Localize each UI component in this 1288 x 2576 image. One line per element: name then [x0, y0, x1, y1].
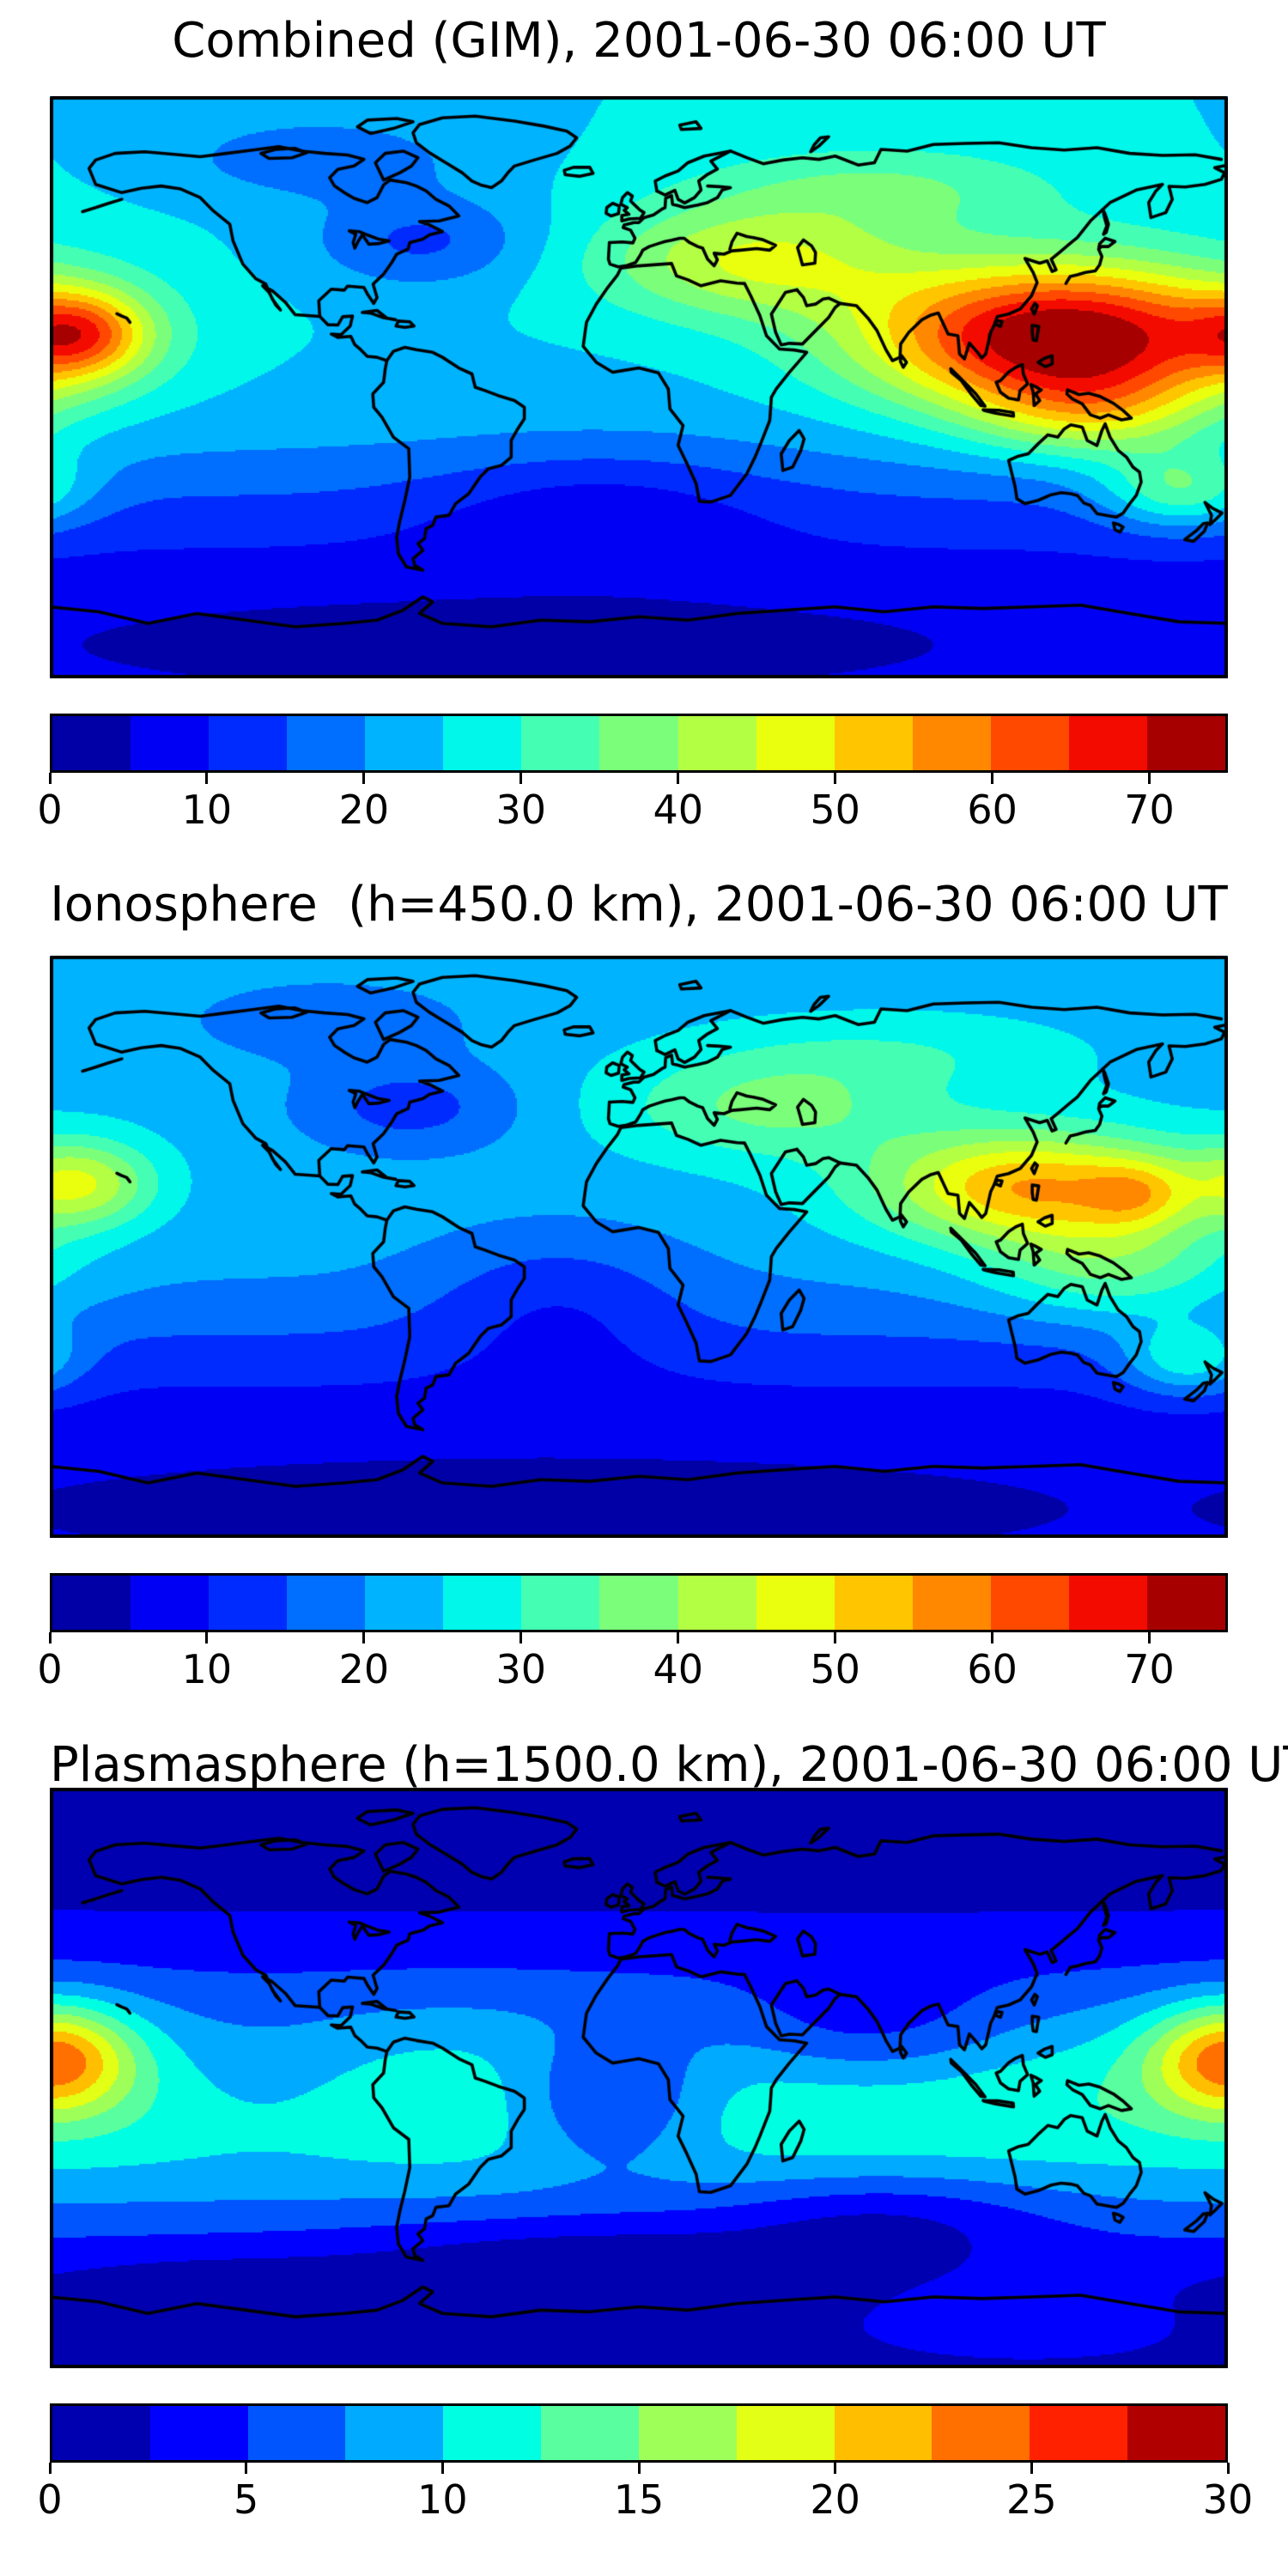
colorbar-segment: [287, 716, 366, 770]
colorbar-segment: [756, 1576, 835, 1630]
colorbar-segment: [1146, 1576, 1225, 1630]
colorbar-segment: [834, 716, 913, 770]
colorbar-tick: [991, 1632, 994, 1643]
colorbar-tick-label: 0: [37, 1646, 63, 1692]
colorbar-tick-label: 10: [181, 1646, 233, 1692]
colorbar-segment: [599, 1576, 678, 1630]
colorbar-segment: [990, 716, 1069, 770]
colorbar-segment: [247, 2406, 346, 2460]
colorbar-tick: [1148, 773, 1151, 784]
panel2-colorbar: [50, 1573, 1228, 1632]
colorbar-segment: [677, 716, 756, 770]
colorbar-tick: [48, 2463, 52, 2474]
colorbar-segment: [443, 1576, 522, 1630]
colorbar-tick: [637, 2463, 641, 2474]
colorbar-tick: [440, 2463, 444, 2474]
colorbar-tick: [1226, 2463, 1230, 2474]
colorbar-tick-label: 60: [967, 1646, 1018, 1692]
colorbar-segment: [756, 716, 835, 770]
colorbar-tick: [519, 1632, 523, 1643]
colorbar-segment: [209, 1576, 288, 1630]
colorbar-tick-label: 30: [495, 1646, 547, 1692]
colorbar-tick: [48, 1632, 52, 1643]
colorbar-tick-label: 20: [338, 787, 390, 833]
colorbar-segment: [677, 1576, 756, 1630]
colorbar-tick-label: 50: [810, 1646, 860, 1692]
colorbar-segment: [834, 1576, 913, 1630]
colorbar-tick: [519, 773, 523, 784]
colorbar-segment: [365, 1576, 444, 1630]
colorbar-tick-label: 20: [810, 2476, 860, 2523]
colorbar-tick-label: 5: [234, 2476, 259, 2523]
colorbar-tick-label: 60: [967, 787, 1018, 833]
colorbar-tick: [48, 773, 52, 784]
colorbar-segment: [131, 716, 210, 770]
colorbar-segment: [149, 2406, 248, 2460]
colorbar-tick-label: 10: [417, 2476, 468, 2523]
colorbar-segment: [1127, 2406, 1225, 2460]
colorbar-tick: [834, 2463, 837, 2474]
colorbar-segment: [599, 716, 678, 770]
colorbar-segment: [345, 2406, 444, 2460]
colorbar-segment: [990, 1576, 1069, 1630]
colorbar-tick-label: 15: [613, 2476, 665, 2523]
panel2-title: Ionosphere (h=450.0 km), 2001-06-30 06:0…: [50, 877, 1228, 933]
colorbar-tick: [834, 1632, 837, 1643]
colorbar-tick-label: 10: [181, 787, 233, 833]
panel2-map-canvas: [50, 956, 1228, 1538]
colorbar-segment: [932, 2406, 1030, 2460]
colorbar-segment: [834, 2406, 933, 2460]
colorbar-segment: [443, 2406, 542, 2460]
colorbar-tick: [362, 1632, 366, 1643]
colorbar-segment: [541, 2406, 639, 2460]
colorbar-tick-label: 70: [1124, 787, 1175, 833]
colorbar-segment: [521, 716, 600, 770]
panel3-colorbar: [50, 2403, 1228, 2463]
colorbar-tick-label: 0: [37, 2476, 63, 2523]
colorbar-tick: [245, 2463, 248, 2474]
colorbar-tick: [1030, 2463, 1033, 2474]
colorbar-tick: [834, 773, 837, 784]
colorbar-segment: [209, 716, 288, 770]
panel1-map-canvas: [50, 96, 1228, 678]
colorbar-tick: [677, 1632, 680, 1643]
colorbar-segment: [1068, 1576, 1147, 1630]
colorbar-tick-label: 30: [1202, 2476, 1254, 2523]
colorbar-tick-label: 30: [495, 787, 547, 833]
colorbar-segment: [1068, 716, 1147, 770]
colorbar-tick-label: 40: [653, 1646, 703, 1692]
colorbar-segment: [443, 716, 522, 770]
colorbar-segment: [1030, 2406, 1128, 2460]
colorbar-segment: [52, 2406, 150, 2460]
colorbar-tick: [677, 773, 680, 784]
panel1-colorbar: [50, 714, 1228, 773]
colorbar-tick-label: 40: [653, 787, 703, 833]
colorbar-segment: [736, 2406, 835, 2460]
colorbar-segment: [287, 1576, 366, 1630]
colorbar-tick-label: 25: [1006, 2476, 1057, 2523]
colorbar-tick-label: 50: [810, 787, 860, 833]
colorbar-tick: [1148, 1632, 1151, 1643]
colorbar-segment: [52, 1576, 131, 1630]
colorbar-segment: [638, 2406, 737, 2460]
panel3-title: Plasmasphere (h=1500.0 km), 2001-06-30 0…: [50, 1737, 1288, 1793]
colorbar-tick-label: 0: [37, 787, 63, 833]
colorbar-segment: [912, 716, 991, 770]
colorbar-segment: [131, 1576, 210, 1630]
colorbar-tick: [362, 773, 366, 784]
colorbar-tick: [205, 773, 209, 784]
colorbar-tick: [205, 1632, 209, 1643]
colorbar-segment: [365, 716, 444, 770]
colorbar-tick-label: 20: [338, 1646, 390, 1692]
colorbar-segment: [912, 1576, 991, 1630]
colorbar-tick-label: 70: [1124, 1646, 1175, 1692]
colorbar-segment: [1146, 716, 1225, 770]
colorbar-segment: [521, 1576, 600, 1630]
panel3-map-canvas: [50, 1788, 1228, 2368]
colorbar-segment: [52, 716, 131, 770]
panel1-title: Combined (GIM), 2001-06-30 06:00 UT: [172, 13, 1106, 69]
colorbar-tick: [991, 773, 994, 784]
